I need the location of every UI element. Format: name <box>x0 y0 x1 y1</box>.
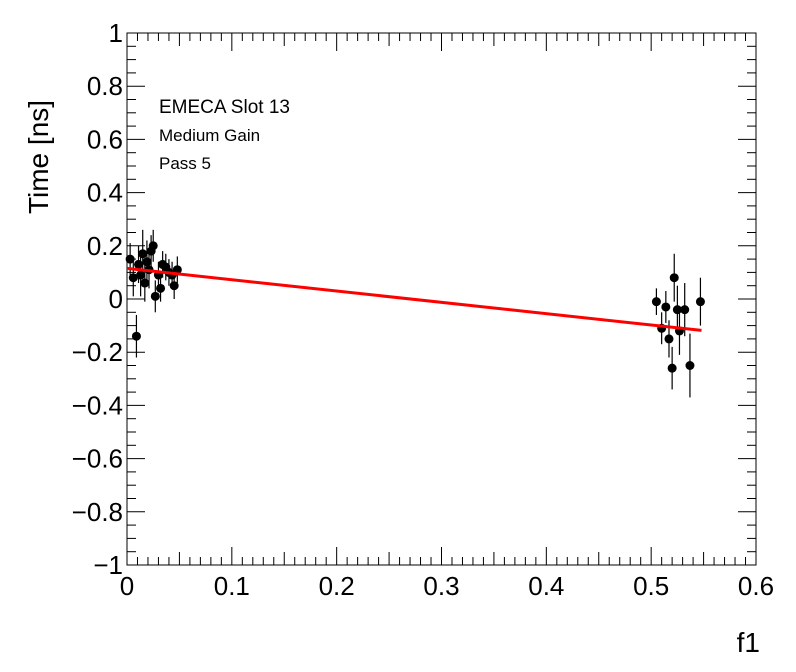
x-tick-label: 0.3 <box>423 571 459 601</box>
point-marker <box>661 302 671 312</box>
point-marker <box>169 281 179 291</box>
point-marker <box>138 249 148 259</box>
y-tick-label: 0.6 <box>87 124 123 154</box>
data-point <box>169 272 179 299</box>
annotation-gain: Medium Gain <box>159 126 260 145</box>
y-tick-label: 0.2 <box>87 231 123 261</box>
point-marker <box>140 278 150 288</box>
tick-labels: 0 0.1 0.2 0.3 0.4 0.5 0.6 −1 −0.8 −0.6 −0.4 −0.2 0 0.… <box>72 18 774 601</box>
point-marker <box>669 273 679 283</box>
x-tick-label: 0.5 <box>633 571 669 601</box>
point-marker <box>667 363 677 373</box>
axis-ticks <box>126 32 757 566</box>
point-marker <box>131 331 141 341</box>
data-point <box>669 253 679 302</box>
data-point <box>172 256 182 284</box>
data-point <box>156 275 166 302</box>
annotation-title: EMECA Slot 13 <box>159 97 290 118</box>
x-tick-label: 0 <box>120 571 134 601</box>
annotation-pass: Pass 5 <box>159 154 211 173</box>
y-tick-label: −0.4 <box>72 390 123 420</box>
y-tick-label: 1 <box>109 18 123 48</box>
point-marker <box>664 334 674 344</box>
data-point <box>128 259 138 297</box>
point-marker <box>125 254 135 264</box>
x-tick-label: 0.6 <box>738 571 774 601</box>
x-tick-label: 0.2 <box>319 571 355 601</box>
x-tick-label: 0.1 <box>214 571 250 601</box>
point-marker <box>128 273 138 283</box>
data-point <box>131 314 141 358</box>
point-marker <box>685 361 695 370</box>
point-marker <box>136 270 146 280</box>
y-tick-label: −1 <box>93 550 123 580</box>
y-tick-label: −0.6 <box>72 444 123 474</box>
point-marker <box>651 297 661 307</box>
point-marker <box>695 297 705 307</box>
fit-line <box>126 266 702 332</box>
data-point <box>148 229 158 262</box>
y-tick-label: −0.8 <box>72 497 123 527</box>
point-marker <box>142 257 152 267</box>
data-point <box>661 291 671 323</box>
point-marker <box>680 305 690 315</box>
point-marker <box>134 259 144 269</box>
y-tick-label: −0.2 <box>72 337 123 367</box>
data-point <box>695 277 705 326</box>
data-point <box>667 346 677 390</box>
data-point <box>651 288 661 315</box>
x-tick-label: 0.4 <box>528 571 564 601</box>
point-marker <box>148 241 158 251</box>
y-axis-title: Time [ns] <box>23 100 54 214</box>
y-tick-label: 0 <box>109 284 123 314</box>
data-series <box>125 229 705 398</box>
point-marker <box>156 283 166 293</box>
point-marker <box>172 265 182 275</box>
data-point <box>685 333 695 398</box>
y-tick-label: 0.8 <box>87 71 123 101</box>
point-marker <box>150 291 160 301</box>
data-point <box>674 306 684 355</box>
x-axis-title: f1 <box>737 627 760 658</box>
y-tick-label: 0.4 <box>87 178 123 208</box>
data-point <box>150 280 160 313</box>
